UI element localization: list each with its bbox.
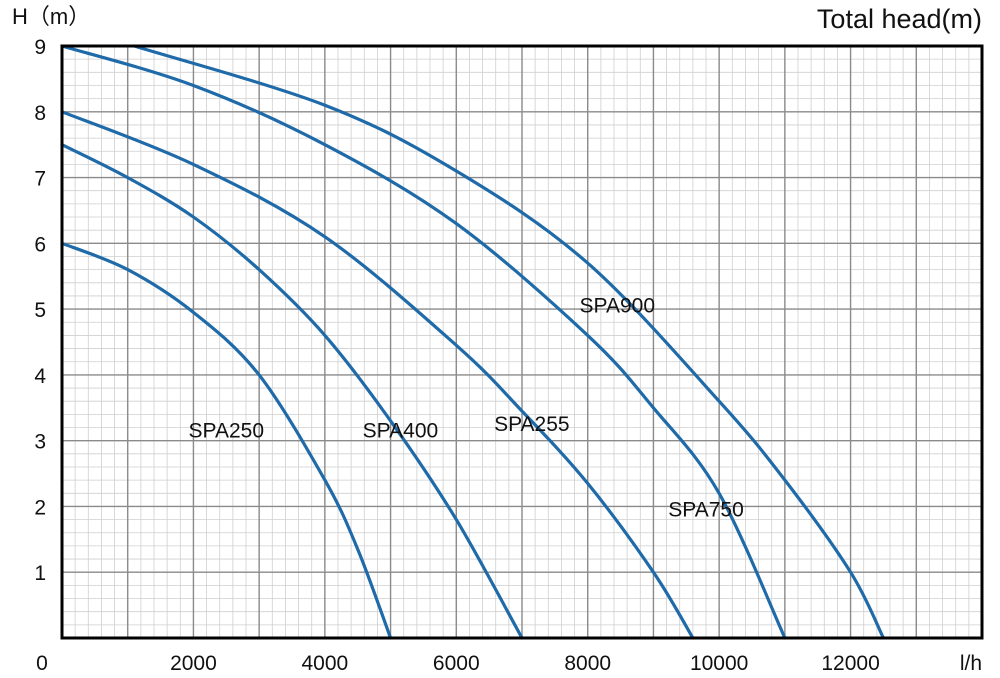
series-label-spa750: SPA750	[668, 498, 744, 521]
x-tick-label: 4000	[301, 652, 348, 675]
x-tick-label: 10000	[690, 652, 748, 675]
series-curves	[60, 44, 885, 640]
chart-title: Total head(m)	[817, 4, 982, 34]
curve-spa900	[132, 44, 885, 640]
curve-spa750	[60, 44, 787, 640]
x-tick-label: 2000	[170, 652, 217, 675]
series-label-spa900: SPA900	[580, 294, 656, 317]
x-tick-label: 8000	[564, 652, 611, 675]
series-label-spa255: SPA255	[494, 413, 570, 436]
major-grid	[61, 45, 983, 639]
y-axis-label: H（m）	[12, 4, 90, 29]
curve-spa250	[60, 241, 393, 640]
series-label-spa250: SPA250	[189, 419, 265, 442]
y-tick-label: 2	[34, 496, 46, 519]
y-tick-label: 7	[34, 168, 46, 191]
series-labels: SPA250 SPA400 SPA255 SPA750 SPA900	[189, 294, 744, 521]
y-tick-labels: 1 2 3 4 5 6 7 8 9	[34, 36, 46, 585]
curve-spa255	[60, 110, 695, 640]
x-tick-label: 0	[36, 652, 48, 675]
y-tick-label: 3	[34, 431, 46, 454]
y-tick-label: 9	[34, 36, 46, 59]
x-axis-label: l/h	[960, 652, 982, 675]
x-tick-labels: 0 2000 4000 6000 8000 10000 12000	[36, 652, 880, 675]
y-tick-label: 8	[34, 102, 46, 125]
series-label-spa400: SPA400	[363, 419, 439, 442]
y-tick-label: 6	[34, 233, 46, 256]
y-tick-label: 1	[34, 562, 46, 585]
x-tick-label: 6000	[433, 652, 480, 675]
y-tick-label: 4	[34, 365, 46, 388]
plot-frame	[60, 44, 984, 640]
y-tick-label: 5	[34, 299, 46, 322]
curve-spa400	[60, 143, 524, 640]
x-tick-label: 12000	[821, 652, 879, 675]
